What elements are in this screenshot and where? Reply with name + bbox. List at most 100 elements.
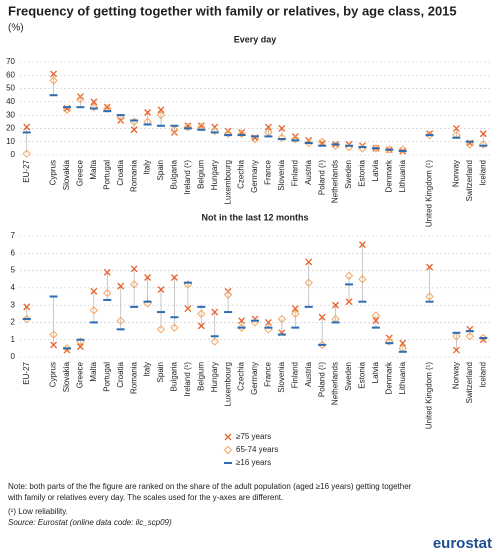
x-tick-label: Finland bbox=[290, 362, 299, 388]
marker-x bbox=[170, 274, 178, 281]
marker-diamond bbox=[156, 325, 166, 334]
marker-diamond bbox=[170, 125, 179, 134]
marker-dash bbox=[183, 281, 192, 284]
x-tick-label: Iceland bbox=[478, 362, 487, 388]
marker-diamond bbox=[304, 278, 313, 287]
marker-dash bbox=[63, 347, 71, 350]
marker-dash bbox=[49, 94, 58, 97]
marker-x bbox=[184, 305, 192, 313]
marker-x bbox=[76, 343, 84, 351]
x-tick-label: Bulgaria bbox=[170, 159, 179, 189]
x-tick-label: Lithuania bbox=[398, 159, 407, 192]
marker-x bbox=[452, 124, 460, 132]
x-tick-label: Estonia bbox=[358, 361, 367, 388]
legend-marker bbox=[223, 445, 233, 455]
x-tick-label: Belgium bbox=[196, 160, 205, 189]
marker-x bbox=[332, 301, 340, 309]
x-tick-label: Cyprus bbox=[49, 160, 58, 185]
marker-dash bbox=[22, 317, 31, 320]
marker-diamond bbox=[89, 306, 99, 315]
marker-diamond bbox=[237, 323, 246, 332]
marker-diamond bbox=[197, 309, 206, 318]
marker-diamond bbox=[170, 323, 179, 332]
x-tick-label: Belgium bbox=[196, 362, 205, 391]
marker-dash bbox=[331, 143, 340, 146]
x-tick-label: France bbox=[264, 361, 273, 386]
marker-dash bbox=[251, 319, 259, 322]
marker-diamond bbox=[371, 144, 381, 153]
marker-dash bbox=[251, 135, 259, 138]
marker-diamond bbox=[129, 280, 139, 289]
x-tick-label: Austria bbox=[304, 159, 313, 184]
x-tick-label: France bbox=[264, 159, 273, 184]
marker-diamond bbox=[210, 337, 219, 346]
marker-dash bbox=[345, 283, 353, 286]
marker-x bbox=[479, 130, 487, 138]
marker-dash bbox=[103, 298, 112, 301]
marker-dash bbox=[452, 331, 461, 334]
marker-x bbox=[76, 93, 84, 101]
marker-dash bbox=[304, 142, 313, 145]
chart-title: Frequency of getting together with famil… bbox=[8, 3, 457, 18]
x-tick-label: Poland (¹) bbox=[317, 160, 326, 195]
marker-x bbox=[157, 106, 165, 114]
marker-x bbox=[372, 317, 380, 325]
marker-dash bbox=[479, 336, 488, 339]
marker-diamond bbox=[76, 94, 85, 104]
marker-dash bbox=[465, 140, 474, 143]
y-tick-label: 2 bbox=[11, 318, 16, 327]
y-tick-label: 70 bbox=[6, 57, 15, 66]
x-tick-label: Bulgaria bbox=[170, 361, 179, 391]
marker-diamond bbox=[277, 133, 287, 142]
x-tick-label: Latvia bbox=[371, 361, 380, 383]
x-tick-label: United Kingdom (¹) bbox=[425, 160, 434, 227]
x-tick-label: Croatia bbox=[116, 361, 125, 387]
marker-dash bbox=[170, 124, 179, 127]
x-tick-label: Greece bbox=[76, 361, 85, 388]
marker-diamond bbox=[49, 330, 58, 339]
panel-subtitle: Not in the last 12 months bbox=[201, 212, 308, 222]
x-tick-label: Lithuania bbox=[398, 361, 407, 394]
marker-dash bbox=[345, 144, 353, 147]
x-tick-label: Luxembourg bbox=[223, 160, 232, 204]
marker-diamond bbox=[223, 290, 233, 299]
marker-x bbox=[144, 109, 152, 116]
marker-dash bbox=[197, 305, 206, 308]
y-tick-label: 3 bbox=[11, 300, 16, 309]
marker-dash bbox=[385, 342, 394, 345]
y-tick-label: 20 bbox=[6, 124, 15, 133]
x-tick-label: Netherlands bbox=[331, 160, 340, 203]
marker-dash bbox=[157, 311, 165, 314]
marker-dash bbox=[277, 333, 286, 336]
marker-diamond bbox=[49, 76, 58, 85]
marker-diamond bbox=[22, 149, 31, 158]
marker-diamond bbox=[317, 340, 327, 350]
x-tick-label: Italy bbox=[143, 362, 152, 377]
marker-diamond bbox=[385, 337, 394, 346]
marker-dash bbox=[116, 328, 125, 331]
marker-diamond bbox=[344, 271, 354, 280]
marker-x bbox=[426, 263, 434, 271]
marker-x bbox=[278, 124, 286, 132]
marker-diamond bbox=[62, 344, 72, 353]
marker-x bbox=[117, 282, 125, 290]
legend-marker bbox=[224, 433, 232, 441]
marker-diamond bbox=[103, 288, 112, 298]
legend-label: 65-74 years bbox=[236, 445, 278, 454]
marker-dash bbox=[425, 300, 434, 303]
marker-x bbox=[103, 103, 111, 111]
x-tick-label: Ireland (¹) bbox=[183, 362, 192, 397]
panel-subtitle: Every day bbox=[234, 34, 277, 44]
x-tick-label: Denmark bbox=[384, 159, 393, 192]
x-tick-label: EU-27 bbox=[22, 361, 31, 384]
marker-x bbox=[238, 317, 246, 325]
unit: (%) bbox=[8, 23, 24, 34]
marker-x bbox=[291, 132, 299, 140]
x-tick-label: EU-27 bbox=[22, 159, 31, 182]
marker-x bbox=[197, 122, 205, 130]
marker-diamond bbox=[22, 314, 31, 324]
x-tick-label: Switzerland bbox=[465, 160, 474, 201]
marker-dash bbox=[116, 114, 125, 117]
marker-dash bbox=[76, 106, 85, 109]
